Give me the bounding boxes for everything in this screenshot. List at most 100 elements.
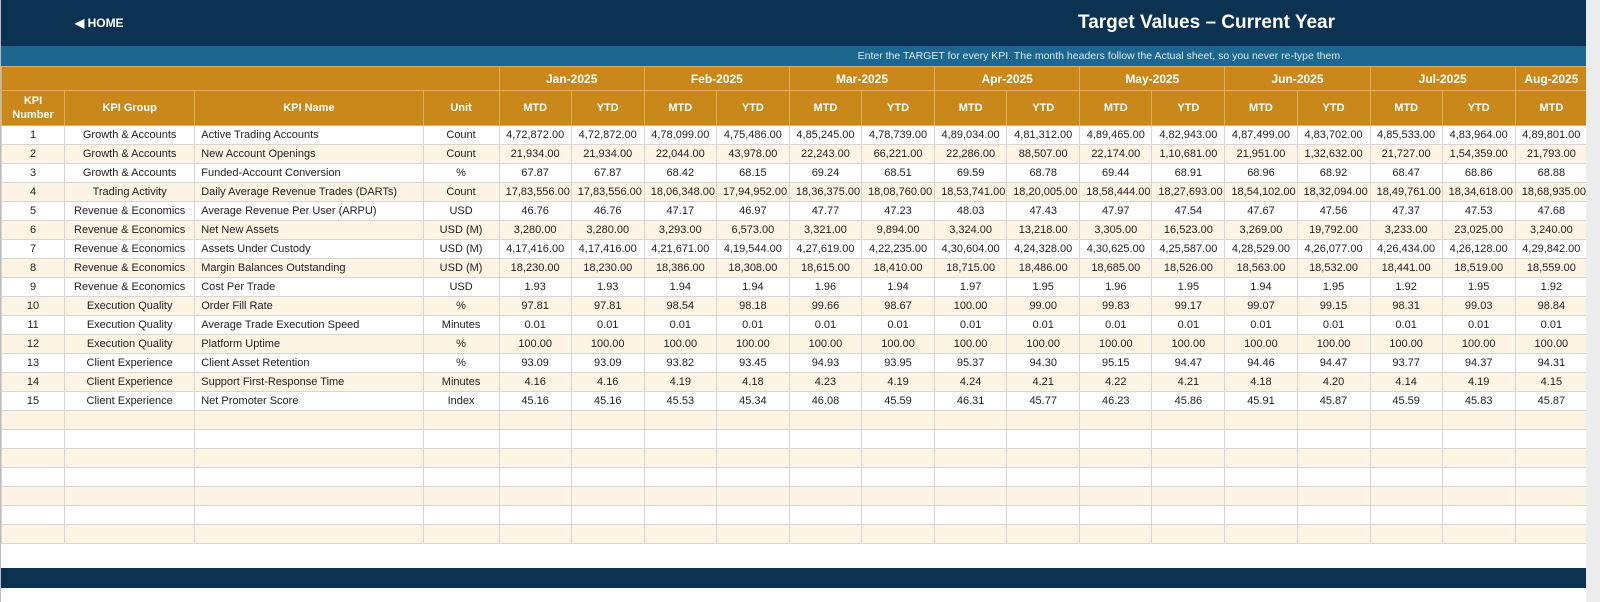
empty-cell bbox=[643, 505, 717, 525]
target-value: 18,36,375.00 bbox=[788, 182, 863, 202]
target-value: 4,26,077.00 bbox=[1296, 239, 1371, 259]
kpi-group: Growth & Accounts bbox=[64, 144, 196, 164]
period-header: YTD bbox=[1441, 90, 1516, 126]
target-value: 4,26,434.00 bbox=[1369, 239, 1443, 259]
target-value: 3,269.00 bbox=[1224, 220, 1298, 240]
target-value: 94.47 bbox=[1151, 353, 1226, 373]
kpi-number: 6 bbox=[1, 220, 66, 240]
target-value: 67.87 bbox=[498, 163, 572, 183]
empty-cell bbox=[1514, 486, 1586, 506]
empty-cell bbox=[570, 505, 645, 525]
target-value: 100.00 bbox=[715, 334, 790, 354]
kpi-number: 14 bbox=[1, 372, 66, 392]
target-value: 4,17,416.00 bbox=[498, 239, 572, 259]
target-value: 45.77 bbox=[1006, 391, 1081, 411]
empty-cell bbox=[860, 429, 936, 449]
kpi-row: 1 Growth & Accounts Active Trading Account… bbox=[1, 125, 1586, 145]
kpi-row: 3 Growth & Accounts Funded-Account Convers… bbox=[1, 163, 1586, 183]
empty-cell bbox=[643, 486, 717, 506]
target-value: 18,685.00 bbox=[1079, 258, 1153, 278]
kpi-unit: Index bbox=[422, 391, 500, 411]
kpi-unit: % bbox=[422, 296, 500, 316]
target-value: 4,85,533.00 bbox=[1369, 125, 1443, 145]
empty-cell bbox=[788, 467, 863, 487]
target-value: 4.15 bbox=[1514, 372, 1586, 392]
empty-cell bbox=[1514, 505, 1586, 525]
kpi-row: 12 Execution Quality Platform Uptime% 100.0… bbox=[1, 334, 1586, 354]
period-header: YTD bbox=[715, 90, 790, 126]
kpi-row: 2 Growth & Accounts New Account Openings Co… bbox=[1, 144, 1586, 164]
empty-cell bbox=[1369, 505, 1443, 525]
target-value: 4,19,544.00 bbox=[715, 239, 790, 259]
target-value: 68.92 bbox=[1296, 163, 1371, 183]
target-value: 68.42 bbox=[643, 163, 717, 183]
empty-cell bbox=[1369, 429, 1443, 449]
target-value: 18,559.00 bbox=[1514, 258, 1586, 278]
kpi-number: 15 bbox=[1, 391, 66, 411]
empty-cell bbox=[498, 448, 572, 468]
kpi-group: Client Experience bbox=[64, 391, 196, 411]
target-value: 4.18 bbox=[1224, 372, 1298, 392]
kpi-name: Net New Assets bbox=[194, 220, 424, 240]
empty-cell bbox=[1224, 505, 1298, 525]
kpi-unit: USD (M) bbox=[422, 258, 500, 278]
target-value: 1.92 bbox=[1369, 277, 1443, 297]
target-value: 43,978.00 bbox=[715, 144, 790, 164]
kpi-group: Revenue & Economics bbox=[64, 239, 196, 259]
empty-cell bbox=[498, 429, 572, 449]
target-value: 3,305.00 bbox=[1079, 220, 1153, 240]
target-value: 45.59 bbox=[1369, 391, 1443, 411]
target-value: 100.00 bbox=[788, 334, 863, 354]
target-value: 94.37 bbox=[1441, 353, 1516, 373]
target-value: 47.97 bbox=[1079, 201, 1153, 221]
kpi-unit: Count bbox=[422, 125, 500, 145]
period-header: MTD bbox=[1079, 90, 1153, 126]
empty-cell bbox=[64, 467, 196, 487]
home-label[interactable]: HOME bbox=[87, 16, 124, 30]
target-value: 4,24,328.00 bbox=[1006, 239, 1081, 259]
kpi-number: 7 bbox=[1, 239, 66, 259]
empty-row bbox=[1, 486, 1586, 506]
kpi-name: Net Promoter Score bbox=[194, 391, 424, 411]
target-value: 4,75,486.00 bbox=[715, 125, 790, 145]
target-value: 45.53 bbox=[643, 391, 717, 411]
empty-cell bbox=[1296, 429, 1371, 449]
target-value: 68.88 bbox=[1514, 163, 1586, 183]
target-value: 100.00 bbox=[1441, 334, 1516, 354]
empty-row bbox=[1, 524, 1586, 544]
empty-cell bbox=[788, 429, 863, 449]
empty-cell bbox=[1151, 505, 1226, 525]
target-value: 1.93 bbox=[498, 277, 572, 297]
empty-cell bbox=[643, 524, 717, 544]
target-value: 22,243.00 bbox=[788, 144, 863, 164]
kpi-unit: Minutes bbox=[422, 315, 500, 335]
target-value: 23,025.00 bbox=[1441, 220, 1516, 240]
target-value: 93.45 bbox=[715, 353, 790, 373]
empty-cell bbox=[1079, 505, 1153, 525]
kpi-group: Revenue & Economics bbox=[64, 277, 196, 297]
target-value: 100.00 bbox=[1079, 334, 1153, 354]
empty-cell bbox=[860, 467, 936, 487]
target-value: 100.00 bbox=[570, 334, 645, 354]
empty-cell bbox=[715, 410, 790, 430]
empty-cell bbox=[1006, 486, 1081, 506]
home-button[interactable]: ◀ HOME bbox=[75, 16, 124, 30]
target-value: 99.66 bbox=[788, 296, 863, 316]
target-value: 1.95 bbox=[1006, 277, 1081, 297]
kpi-row: 8 Revenue & Economics Margin Balances Outs… bbox=[1, 258, 1586, 278]
target-value: 45.83 bbox=[1441, 391, 1516, 411]
column-header: Unit bbox=[422, 90, 500, 126]
month-header: Feb-2025 bbox=[643, 66, 790, 91]
target-value: 94.47 bbox=[1296, 353, 1371, 373]
target-value: 93.82 bbox=[643, 353, 717, 373]
target-value: 100.00 bbox=[1006, 334, 1081, 354]
target-value: 99.07 bbox=[1224, 296, 1298, 316]
target-value: 1,32,632.00 bbox=[1296, 144, 1371, 164]
target-value: 0.01 bbox=[643, 315, 717, 335]
empty-cell bbox=[934, 486, 1008, 506]
column-header: KPI Name bbox=[194, 90, 424, 126]
empty-cell bbox=[788, 486, 863, 506]
target-value: 45.16 bbox=[570, 391, 645, 411]
target-value: 45.34 bbox=[715, 391, 790, 411]
empty-cell bbox=[1006, 448, 1081, 468]
